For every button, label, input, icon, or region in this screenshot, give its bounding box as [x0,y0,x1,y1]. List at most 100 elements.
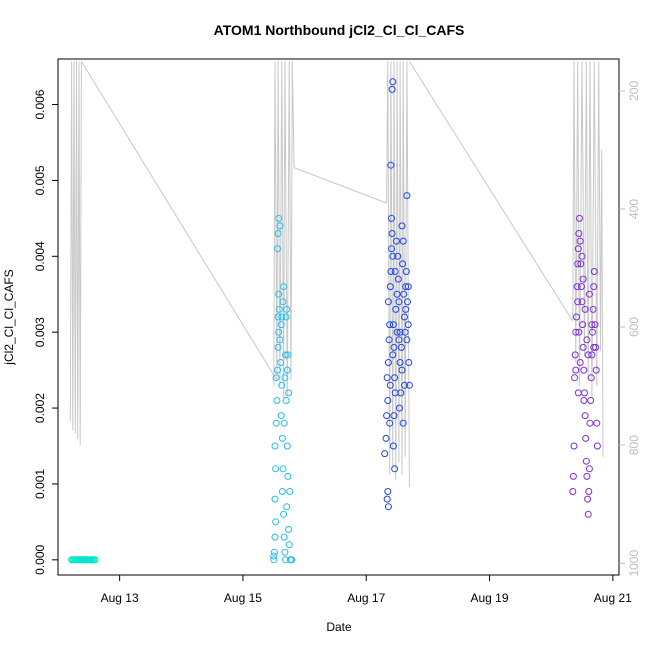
data-point-s1-22 [277,321,285,329]
y-axis-label: jCl2_Cl_Cl_CAFS [2,269,16,365]
data-point-s1-12 [274,343,282,351]
data-point-s3-5 [572,328,580,336]
data-point-s3-52 [578,252,586,260]
plot-area [68,61,604,564]
data-point-s1-44 [283,503,291,511]
data-point-s3-20 [581,412,589,420]
data-point-s1-45 [285,526,293,533]
data-point-s3-11 [576,214,583,222]
data-point-s2-41 [401,313,408,321]
data-point-s3-8 [574,260,582,268]
data-point-s2-9 [386,283,394,291]
data-point-s3-29 [587,397,595,404]
y2-tick-label-0: 200 [627,81,641,101]
y2-tick-label-2: 600 [627,317,641,337]
data-point-s1-27 [279,465,287,473]
y-axis: 0.000 0.001 0.002 0.003 0.004 0.005 0.006 [33,89,58,575]
data-point-s3-28 [586,419,594,427]
data-point-s2-32 [396,328,404,336]
data-point-s1-21 [276,336,284,344]
x-axis: Aug 13 Aug 15 Aug 17 Aug 19 Aug 21 [101,575,632,605]
y-tick-label-5: 0.005 [33,165,47,195]
altitude-trace-segment-3 [293,167,387,204]
altitude-trace-segment-0 [69,61,82,446]
data-point-s1-8 [272,419,280,427]
data-point-s3-3 [571,374,579,382]
data-point-s3-1 [569,472,577,480]
data-point-s3-12 [576,237,584,245]
data-point-s2-45 [403,192,411,200]
data-point-s2-58 [393,328,401,336]
data-point-s2-52 [391,268,399,275]
data-point-s3-19 [581,389,588,397]
data-point-s2-16 [389,78,397,86]
data-point-s3-46 [583,336,591,344]
data-point-s3-13 [577,260,585,268]
altitude-trace-segment-6 [572,61,604,457]
data-point-s1-6 [272,465,280,473]
data-point-s2-33 [397,343,405,351]
data-point-s1-3 [271,533,279,541]
data-point-s2-28 [392,305,400,313]
data-point-s2-7 [386,321,394,329]
data-point-s1-5 [271,495,279,503]
x-tick-label-4: Aug 21 [594,591,632,605]
data-point-s3-32 [589,328,596,336]
data-point-s1-49 [288,556,296,564]
data-point-s2-40 [400,290,408,298]
data-point-s3-51 [574,389,582,397]
data-point-s3-7 [573,283,581,291]
data-point-s1-34 [281,374,289,382]
data-point-s1-33 [282,397,290,404]
data-point-s2-18 [389,321,397,329]
data-point-s2-39 [398,222,406,230]
data-point-s3-26 [585,488,593,495]
data-point-s3-6 [573,313,580,321]
data-point-s2-8 [384,298,392,306]
data-point-s3-14 [577,283,585,291]
altitude-trace-segment-5 [408,61,574,322]
data-point-s1-52 [284,351,292,359]
data-point-s2-25 [384,488,392,495]
data-point-s2-53 [396,359,404,366]
data-point-s2-26 [384,503,392,511]
data-point-s3-16 [579,321,587,329]
data-point-s2-59 [395,336,403,344]
data-point-s2-11 [388,245,395,253]
data-point-s3-18 [580,366,588,374]
data-point-s3-54 [584,351,592,359]
data-point-s1-46 [285,541,293,549]
data-point-s1-23 [277,359,285,366]
data-point-s1-39 [279,298,287,306]
data-point-s2-1 [382,434,390,442]
data-point-s1-40 [278,313,286,321]
data-point-s2-37 [399,260,407,268]
y-tick-label-1: 0.001 [33,469,47,499]
data-point-s2-49 [405,381,413,389]
data-point-s2-36 [396,404,403,412]
data-point-s2-15 [388,85,396,93]
data-point-s2-3 [384,397,392,404]
data-point-s2-60 [401,381,408,389]
data-point-s1-53 [285,389,293,397]
data-point-s1-41 [280,419,288,427]
y2-tick-label-4: 1000 [627,550,641,577]
data-point-s3-15 [578,298,586,306]
data-point-s1-7 [271,442,279,450]
data-point-s1-28 [278,488,286,495]
data-point-s1-31 [281,548,289,556]
data-point-s1-50 [286,488,294,495]
data-point-s3-41 [574,298,582,306]
data-point-s3-34 [590,283,598,291]
data-point-s2-23 [389,442,397,450]
chart-title: ATOM1 Northbound jCl2_Cl_Cl_CAFS [214,22,465,38]
data-point-s2-57 [389,351,397,359]
data-point-s3-50 [572,366,580,374]
data-point-s2-0 [381,450,389,458]
data-point-s3-47 [585,290,593,298]
data-point-s2-12 [388,230,396,237]
data-point-s1-2 [270,548,278,556]
data-point-s3-37 [592,343,600,351]
data-point-s1-25 [277,412,285,420]
